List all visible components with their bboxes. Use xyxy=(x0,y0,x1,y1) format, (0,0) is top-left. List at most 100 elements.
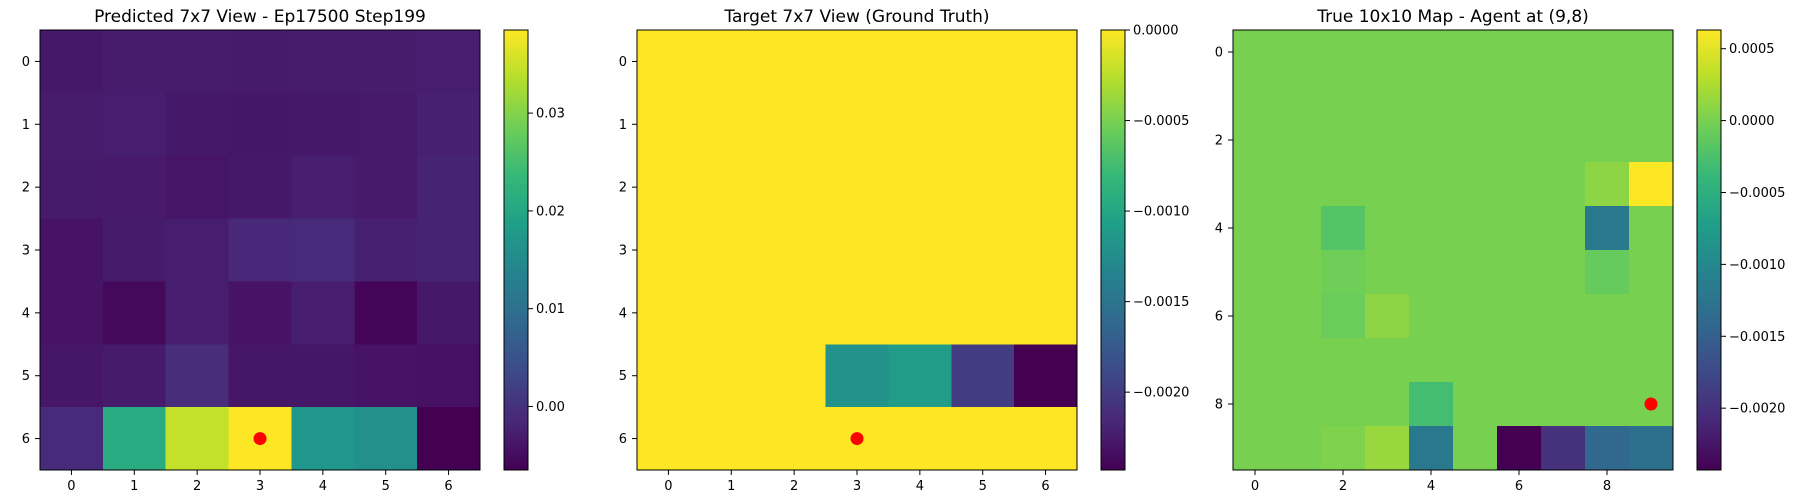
colorbar-segment xyxy=(504,198,528,203)
colorbar-segment xyxy=(504,418,528,423)
colorbar-segment xyxy=(1101,231,1125,236)
y-tick-label: 3 xyxy=(619,244,627,259)
colorbar-segment xyxy=(1697,396,1721,401)
colorbar-segment xyxy=(504,191,528,196)
colorbar-segment xyxy=(1697,184,1721,189)
x-tick-label: 5 xyxy=(382,479,390,494)
colorbar-segment xyxy=(1101,81,1125,86)
colorbar-segment xyxy=(1101,55,1125,60)
heatmap-cell xyxy=(637,407,701,471)
heatmap-cell xyxy=(1541,74,1586,119)
colorbar-segment xyxy=(1101,429,1125,434)
colorbar-segment xyxy=(1697,121,1721,126)
colorbar-segment xyxy=(1101,356,1125,361)
colorbar-segment xyxy=(1697,140,1721,145)
colorbar-segment xyxy=(1101,154,1125,159)
colorbar-segment xyxy=(1697,323,1721,328)
colorbar-segment xyxy=(1697,360,1721,365)
colorbar-segment xyxy=(1697,385,1721,390)
colorbar-segment xyxy=(1101,206,1125,211)
colorbar-segment xyxy=(1101,261,1125,266)
colorbar-tick-label: −0.0010 xyxy=(1729,258,1785,273)
colorbar-segment xyxy=(504,37,528,42)
heatmap-cell xyxy=(1277,30,1322,75)
y-tick-label: 0 xyxy=(22,55,30,70)
colorbar-segment xyxy=(1697,455,1721,460)
y-tick-label: 4 xyxy=(1215,222,1223,237)
colorbar-segment xyxy=(1697,70,1721,75)
colorbar-segment xyxy=(1101,312,1125,317)
heatmap-cell xyxy=(102,218,167,283)
heatmap-cell xyxy=(1365,74,1410,119)
heatmap-cell xyxy=(354,30,418,94)
heatmap-cell xyxy=(1497,250,1542,295)
heatmap-cell xyxy=(1629,206,1674,251)
colorbar-segment xyxy=(1101,334,1125,339)
colorbar-segment xyxy=(1101,323,1125,328)
heatmap-cell xyxy=(354,407,418,471)
x-tick-label: 1 xyxy=(130,479,138,494)
colorbar-segment xyxy=(1697,334,1721,339)
heatmap-cell xyxy=(951,30,1015,94)
heatmap-cell xyxy=(228,344,293,408)
heatmap-cell xyxy=(1014,30,1078,94)
x-tick-label: 6 xyxy=(1515,479,1523,494)
colorbar-segment xyxy=(504,264,528,269)
heatmap-cell xyxy=(417,92,481,157)
colorbar-segment xyxy=(1101,360,1125,365)
heatmap-cell xyxy=(1233,74,1278,119)
heatmap-cell xyxy=(825,344,890,408)
heatmap-cell xyxy=(1409,162,1454,207)
colorbar-segment xyxy=(1697,143,1721,148)
colorbar-segment xyxy=(504,415,528,420)
colorbar-segment xyxy=(504,411,528,416)
colorbar-segment xyxy=(1101,382,1125,387)
heatmap-cell xyxy=(1277,118,1322,163)
colorbar-segment xyxy=(504,52,528,57)
x-tick-label: 4 xyxy=(1427,479,1435,494)
heatmap-cell xyxy=(1321,162,1366,207)
heatmap-cell xyxy=(228,218,293,283)
heatmap-cell xyxy=(1321,426,1366,471)
colorbar-segment xyxy=(504,228,528,233)
colorbar-segment xyxy=(1101,41,1125,46)
x-tick-label: 6 xyxy=(1041,479,1049,494)
colorbar-segment xyxy=(504,99,528,104)
colorbar-segment xyxy=(1101,374,1125,379)
colorbar-segment xyxy=(504,88,528,93)
heatmap-cell xyxy=(1541,30,1586,75)
heatmap-cell xyxy=(1321,382,1366,427)
colorbar-segment xyxy=(504,374,528,379)
colorbar-segment xyxy=(504,220,528,225)
colorbar-segment xyxy=(504,334,528,339)
x-tick-label: 6 xyxy=(444,479,452,494)
colorbar-segment xyxy=(1101,209,1125,214)
colorbar-segment xyxy=(1697,217,1721,222)
heatmap-cell xyxy=(1014,92,1078,157)
heatmap-cell xyxy=(1233,30,1278,75)
heatmap-cell xyxy=(1365,250,1410,295)
heatmap-cell xyxy=(1453,294,1498,339)
colorbar-segment xyxy=(1697,275,1721,280)
colorbar-segment xyxy=(504,213,528,218)
colorbar-segment xyxy=(1101,459,1125,464)
heatmap-cell xyxy=(354,281,418,345)
heatmap-cell xyxy=(417,218,481,283)
colorbar-segment xyxy=(1101,371,1125,376)
colorbar-segment xyxy=(504,169,528,174)
heatmap-cell xyxy=(1409,74,1454,119)
y-tick-label: 6 xyxy=(1215,310,1223,325)
colorbar-segment xyxy=(1697,294,1721,299)
colorbar-frame xyxy=(1100,29,1126,471)
heatmap-cell xyxy=(165,344,230,408)
colorbar-segment xyxy=(1697,220,1721,225)
heatmap-cell xyxy=(699,407,764,471)
colorbar-segment xyxy=(504,184,528,189)
colorbar-segment xyxy=(1697,250,1721,255)
colorbar-segment xyxy=(1697,356,1721,361)
heatmap-cell xyxy=(762,30,827,94)
heatmap-cell xyxy=(228,155,293,220)
heatmap-cell xyxy=(1409,426,1454,471)
colorbar-segment xyxy=(1101,393,1125,398)
colorbar-segment xyxy=(1697,338,1721,343)
